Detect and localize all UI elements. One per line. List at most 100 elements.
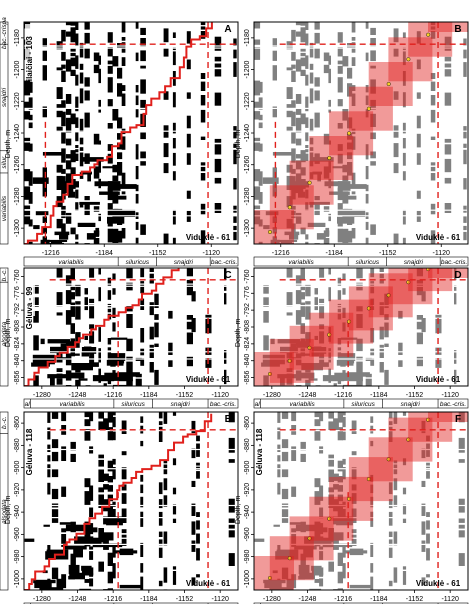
x-tick-label: -1248 (69, 392, 87, 399)
alignment-band-cell (309, 496, 354, 541)
alignment-band-cell (309, 312, 354, 357)
y-tick-label: -920 (14, 483, 21, 497)
y-zone-label: snajdri (1, 87, 8, 107)
alignment-band-cell (388, 417, 433, 462)
y-tick-label: -1180 (244, 29, 251, 46)
y-zone-label: silur. (1, 155, 8, 169)
alignment-band-cell (348, 457, 393, 502)
panel-a: A Milaičiai - 103 Viduklė - 61 -1180 -1200 -1… (0, 17, 239, 267)
tie-point-marker (327, 332, 332, 337)
zone-strip (253, 602, 469, 604)
alignment-band-cell (329, 111, 374, 156)
alignment-band-cell (269, 536, 314, 581)
reference-well-label: Viduklė - 61 (186, 579, 231, 588)
x-tick-label: -1120 (441, 392, 458, 399)
alignment-band-cell (388, 268, 433, 305)
y-tick-label: -1000 (14, 570, 21, 588)
tie-point-marker (426, 268, 431, 272)
x-tick-label: -1280 (33, 596, 51, 603)
x-tick-label: -1248 (299, 392, 317, 399)
alignment-band-cell (254, 210, 294, 244)
y-tick-label: -1180 (14, 29, 21, 46)
plot-content (24, 412, 238, 590)
y-zone-label: bac.-crispa (1, 17, 8, 49)
tie-point-marker (307, 180, 312, 185)
x-tick-label: -1280 (33, 392, 51, 399)
y-tick-label: -824 (14, 337, 21, 351)
x-tick-label: -1120 (441, 596, 458, 603)
alignment-band-cell (428, 412, 468, 422)
tie-point-marker (366, 106, 371, 111)
alignment-band-cell (309, 136, 354, 180)
x-zone-label: variabilis (290, 401, 316, 408)
y-axis-title: Depth, m (5, 319, 12, 348)
well-label: Gėluva - 118 (25, 428, 34, 475)
zone-strip (253, 256, 469, 267)
y-zone-label: alsodata (1, 499, 8, 524)
x-zone-label: variabilis (60, 401, 86, 408)
x-tick-label: -1248 (69, 596, 87, 603)
y-tick-label: -792 (244, 303, 251, 317)
x-tick-label: -1184 (140, 596, 157, 603)
y-tick-label: -856 (244, 370, 251, 384)
tie-point-marker (268, 229, 273, 234)
y-tick-label: -808 (244, 320, 251, 334)
tie-point-marker (347, 131, 352, 136)
x-tick-label: -1248 (299, 596, 317, 603)
alignment-band-cell (428, 268, 468, 278)
y-tick-label: -824 (244, 337, 251, 351)
y-tick-label: -792 (14, 303, 21, 317)
reference-well-label: Viduklė - 61 (416, 579, 461, 588)
y-tick-label: -1300 (14, 219, 21, 237)
tie-point-marker (406, 280, 411, 285)
y-tick-label: -1300 (244, 219, 251, 237)
alignment-band-cell (289, 160, 334, 205)
tie-point-marker (426, 417, 431, 422)
y-tick-label: -1000 (244, 570, 251, 588)
y-tick-label: -776 (244, 286, 251, 300)
alignment-band-cell (329, 476, 374, 521)
tie-point-marker (287, 205, 292, 210)
panel-c: C Gėluva - 99 Viduklė - 61 -760 -776 -792 -808… (0, 267, 239, 409)
plot-frame (23, 411, 239, 591)
alignment-band-cell (289, 516, 334, 561)
x-tick-label: -1120 (203, 250, 220, 257)
plot-content (254, 412, 468, 590)
x-zone-label: variabilis (288, 259, 314, 266)
alignment-band-cell (428, 22, 468, 32)
plot-frame (253, 411, 469, 591)
y-tick-label: -808 (14, 320, 21, 334)
x-zone-label: bac.-cris. (211, 259, 238, 266)
x-zone-label: siluricus (351, 401, 375, 408)
alignment-band-cell (388, 37, 433, 82)
alignment-band-cell (408, 412, 453, 442)
x-tick-label: -1152 (406, 392, 423, 399)
x-tick-label: -1216 (104, 596, 122, 603)
tie-point-marker (287, 358, 292, 363)
x-zone-label: snajdri (171, 401, 191, 408)
zone-strip (23, 398, 239, 409)
x-tick-label: -1152 (176, 392, 193, 399)
panel-letter: D (454, 270, 461, 281)
well-label: Milaičiai - 103 (25, 36, 34, 88)
alignment-path (24, 413, 213, 590)
x-zone-label: snajdri (404, 259, 424, 266)
y-zone-label: variabilis (1, 195, 8, 221)
x-tick-label: -1152 (379, 250, 396, 257)
y-tick-label: -920 (244, 483, 251, 497)
y-tick-label: -1260 (14, 156, 21, 174)
x-tick-label: -1216 (104, 392, 122, 399)
x-tick-label: -1152 (406, 596, 423, 603)
y-tick-label: -1240 (14, 124, 21, 142)
y-tick-label: -1200 (244, 61, 251, 79)
tie-point-marker (426, 32, 431, 37)
x-tick-label: -1120 (211, 392, 228, 399)
x-tick-label: -1152 (149, 250, 166, 257)
y-tick-label: -1220 (244, 92, 251, 110)
y-tick-label: -840 (244, 354, 251, 368)
y-tick-label: -960 (14, 527, 21, 541)
x-zone-label: siluricus (356, 259, 380, 266)
y-tick-label: -880 (244, 438, 251, 452)
y-axis-title: Depth, m (5, 130, 12, 159)
